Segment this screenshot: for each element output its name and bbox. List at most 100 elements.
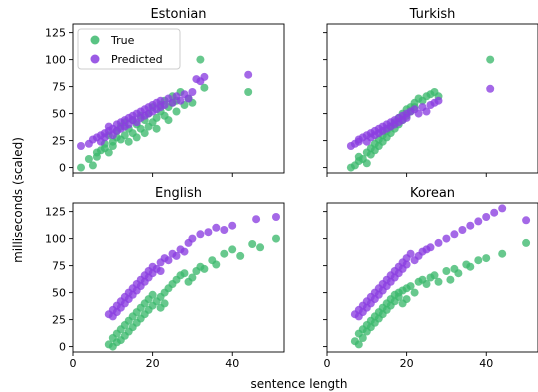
y-tick-label: 0	[59, 162, 66, 175]
y-tick-label: 0	[59, 341, 66, 354]
point-true-estonian	[124, 137, 133, 146]
y-tick-label: 25	[52, 314, 66, 327]
point-predicted-korean	[458, 226, 467, 234]
legend-marker-predicted	[90, 54, 100, 64]
point-predicted-korean	[498, 204, 507, 213]
point-true-english	[160, 299, 169, 308]
point-predicted-korean	[482, 213, 491, 221]
legend-box	[77, 28, 181, 70]
point-true-english	[220, 249, 229, 258]
point-true-english	[188, 273, 197, 282]
y-tick-label: 75	[52, 81, 66, 94]
panel-turkish: Turkish	[323, 7, 538, 177]
point-true-english	[272, 234, 280, 243]
legend: True Predicted	[77, 28, 181, 70]
point-true-turkish	[486, 55, 495, 64]
point-true-korean	[454, 269, 463, 278]
point-true-estonian	[200, 83, 209, 92]
point-true-korean	[406, 282, 415, 291]
x-tick-label: 20	[400, 357, 414, 370]
point-predicted-english	[196, 230, 205, 239]
point-predicted-turkish	[434, 96, 443, 105]
point-predicted-english	[180, 247, 189, 256]
point-predicted-english	[156, 267, 165, 275]
point-true-estonian	[172, 107, 181, 116]
y-tick-label: 50	[52, 287, 66, 300]
point-true-korean	[358, 334, 367, 342]
panel-korean: Korean 0 20 40	[323, 186, 538, 370]
point-predicted-estonian	[100, 133, 109, 142]
point-predicted-korean	[490, 208, 499, 217]
point-true-estonian	[196, 55, 205, 64]
x-tick-label: 0	[324, 357, 331, 370]
point-true-korean	[474, 256, 483, 265]
y-tick-label: 125	[45, 27, 66, 40]
point-predicted-turkish	[402, 113, 411, 122]
point-predicted-korean	[402, 260, 411, 269]
point-predicted-estonian	[77, 142, 85, 150]
point-predicted-turkish	[414, 109, 423, 118]
point-predicted-estonian	[176, 96, 185, 105]
panel-frame	[72, 23, 285, 174]
point-predicted-korean	[434, 238, 443, 247]
x-axis-label: sentence length	[251, 377, 348, 391]
point-true-estonian	[88, 161, 97, 170]
panel-english: English 0 20 40 0 25 50 75 100 125	[45, 186, 285, 370]
point-predicted-turkish	[422, 107, 431, 116]
y-tick-label: 100	[45, 54, 66, 67]
point-true-korean	[354, 340, 363, 349]
panel-frame	[326, 202, 538, 353]
point-predicted-estonian	[184, 94, 193, 103]
y-tick-label: 100	[45, 233, 66, 246]
point-true-english	[236, 251, 245, 260]
point-true-english	[148, 290, 157, 299]
point-true-estonian	[120, 131, 129, 140]
point-true-korean	[422, 280, 431, 288]
point-true-estonian	[152, 124, 161, 133]
point-true-korean	[498, 249, 507, 258]
panel-frame	[326, 23, 538, 174]
point-true-estonian	[244, 88, 253, 96]
point-true-korean	[522, 238, 531, 247]
y-tick-label: 50	[52, 108, 66, 121]
point-true-korean	[402, 295, 411, 304]
panel-estonian: Estonian 0 25 50 75 100 125	[45, 7, 285, 177]
point-true-korean	[430, 271, 439, 280]
legend-marker-true	[90, 35, 100, 45]
point-predicted-english	[252, 215, 261, 224]
point-true-korean	[410, 288, 419, 297]
point-true-estonian	[77, 163, 85, 172]
point-predicted-english	[212, 223, 221, 232]
point-true-estonian	[152, 113, 161, 122]
point-predicted-korean	[466, 221, 475, 230]
point-true-korean	[434, 277, 443, 286]
point-true-english	[228, 245, 237, 254]
point-predicted-estonian	[188, 88, 197, 96]
point-true-korean	[442, 267, 451, 275]
y-tick-label: 125	[45, 206, 66, 219]
x-tick-label: 40	[225, 357, 239, 370]
point-predicted-estonian	[168, 98, 177, 107]
point-predicted-english	[164, 256, 173, 265]
point-predicted-english	[188, 234, 197, 243]
panel-title: Korean	[410, 186, 455, 201]
point-predicted-english	[220, 226, 229, 234]
panel-title: Estonian	[150, 7, 206, 22]
point-predicted-estonian	[244, 70, 253, 79]
point-predicted-korean	[450, 230, 459, 239]
point-true-estonian	[84, 155, 93, 163]
point-predicted-korean	[442, 234, 451, 243]
panel-title: English	[155, 186, 202, 201]
point-true-korean	[466, 262, 475, 271]
point-true-english	[200, 264, 209, 273]
x-tick-label: 0	[70, 357, 77, 370]
point-predicted-korean	[474, 217, 483, 226]
point-true-english	[256, 243, 265, 252]
point-true-estonian	[132, 133, 141, 142]
legend-label-predicted: Predicted	[111, 53, 163, 66]
x-tick-label: 20	[146, 357, 160, 370]
point-predicted-korean	[522, 216, 531, 225]
point-true-english	[212, 260, 221, 269]
point-predicted-korean	[406, 249, 415, 258]
